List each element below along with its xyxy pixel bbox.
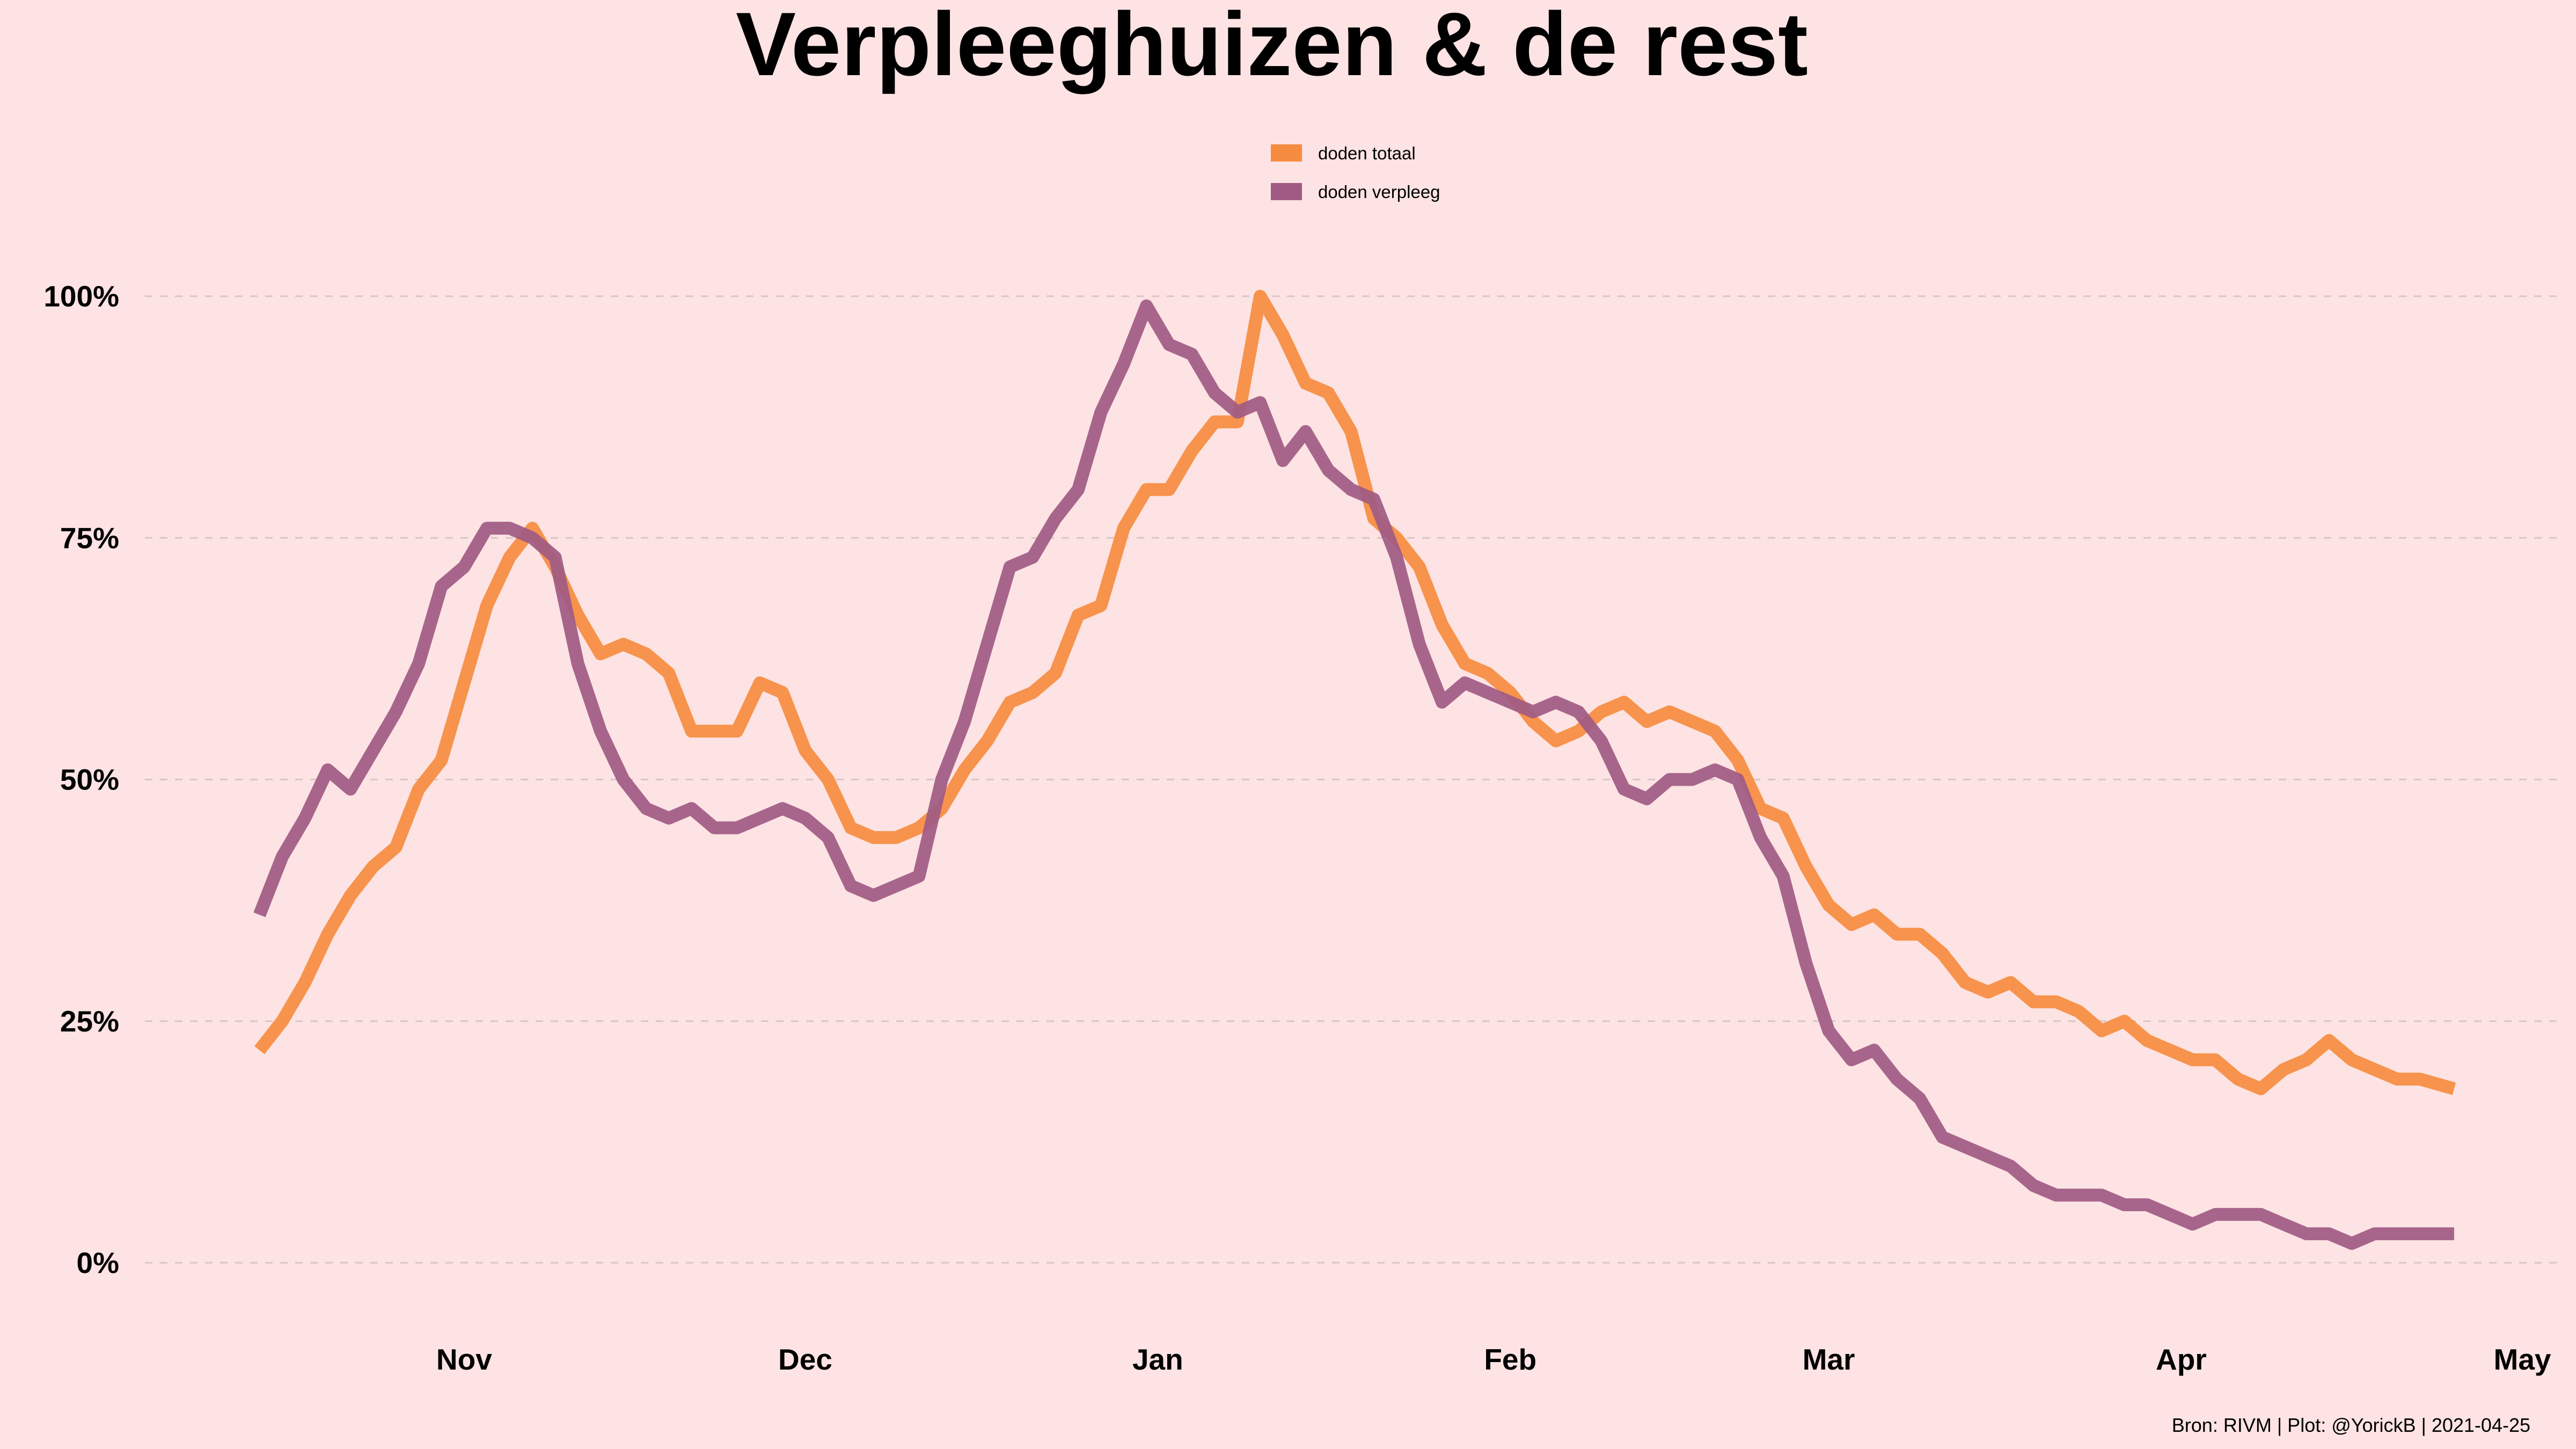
series-line-doden-totaal: [254, 290, 2456, 1095]
x-tick-label: Feb: [1484, 1343, 1536, 1376]
series-lines: [253, 290, 2456, 1250]
y-tick-label: 0%: [77, 1246, 120, 1279]
x-axis-ticks: Nov Dec Jan Feb Mar Apr May: [436, 1343, 2551, 1376]
legend-swatch: [1271, 144, 1302, 162]
x-tick-label: Mar: [1803, 1343, 1855, 1376]
x-tick-label: Nov: [436, 1343, 492, 1376]
y-axis-ticks: 0% 25% 50% 75% 100%: [43, 280, 119, 1279]
legend: doden totaal doden verpleeg: [1271, 143, 1440, 202]
chart-title: Verpleeghuizen & de rest: [736, 0, 1808, 94]
y-tick-label: 100%: [43, 280, 119, 313]
x-tick-label: Apr: [2156, 1343, 2207, 1376]
source-caption: Bron: RIVM | Plot: @YorickB | 2021-04-25: [2172, 1414, 2530, 1436]
x-tick-label: Jan: [1132, 1343, 1183, 1376]
y-tick-label: 50%: [60, 763, 119, 796]
series-line-doden-verpleeg: [253, 299, 2454, 1250]
legend-swatch: [1271, 183, 1302, 200]
legend-label: doden verpleeg: [1318, 182, 1440, 202]
legend-label: doden totaal: [1318, 143, 1416, 163]
gridlines: [145, 295, 2560, 1264]
y-tick-label: 25%: [60, 1005, 119, 1038]
x-tick-label: Dec: [778, 1343, 832, 1376]
x-tick-label: May: [2494, 1343, 2551, 1376]
y-tick-label: 75%: [60, 521, 119, 554]
